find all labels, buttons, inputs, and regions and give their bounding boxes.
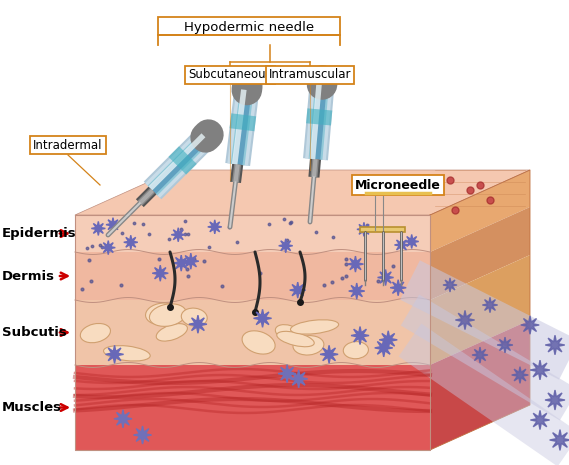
- Polygon shape: [394, 238, 409, 252]
- Polygon shape: [101, 240, 116, 255]
- Polygon shape: [320, 345, 338, 363]
- Text: Intramuscular: Intramuscular: [269, 68, 351, 81]
- Polygon shape: [497, 337, 513, 353]
- Text: Intradermal: Intradermal: [33, 139, 103, 152]
- Polygon shape: [390, 280, 406, 296]
- Polygon shape: [106, 218, 120, 232]
- Polygon shape: [530, 411, 550, 430]
- Text: Hypodermic needle: Hypodermic needle: [184, 20, 314, 33]
- Polygon shape: [348, 256, 364, 272]
- Ellipse shape: [291, 320, 339, 334]
- Bar: [75, 300, 430, 365]
- Text: Microneedle: Microneedle: [355, 179, 441, 192]
- Polygon shape: [290, 370, 308, 388]
- Polygon shape: [530, 360, 550, 380]
- Ellipse shape: [275, 325, 301, 341]
- Text: Dermis: Dermis: [2, 270, 55, 283]
- Ellipse shape: [150, 304, 186, 326]
- Polygon shape: [114, 410, 132, 428]
- Polygon shape: [512, 367, 528, 383]
- Polygon shape: [183, 253, 199, 269]
- Polygon shape: [290, 282, 306, 298]
- Polygon shape: [380, 331, 397, 349]
- Polygon shape: [106, 345, 123, 363]
- Polygon shape: [134, 426, 151, 444]
- Polygon shape: [278, 365, 296, 383]
- Ellipse shape: [104, 345, 150, 361]
- Ellipse shape: [182, 308, 207, 326]
- Text: Muscles: Muscles: [2, 401, 62, 414]
- Polygon shape: [349, 283, 365, 299]
- Polygon shape: [279, 239, 292, 253]
- FancyBboxPatch shape: [158, 17, 340, 35]
- Polygon shape: [378, 270, 394, 286]
- Ellipse shape: [146, 303, 179, 325]
- Polygon shape: [472, 347, 488, 363]
- Text: Subcutis: Subcutis: [2, 326, 67, 339]
- Polygon shape: [152, 265, 168, 281]
- Polygon shape: [171, 228, 185, 242]
- Polygon shape: [124, 235, 138, 249]
- Polygon shape: [430, 170, 530, 252]
- Polygon shape: [400, 260, 569, 379]
- Polygon shape: [405, 234, 419, 248]
- Polygon shape: [430, 255, 530, 365]
- Polygon shape: [399, 324, 569, 465]
- Polygon shape: [75, 170, 530, 215]
- Polygon shape: [483, 297, 498, 312]
- Polygon shape: [208, 220, 222, 234]
- Polygon shape: [173, 255, 189, 271]
- Polygon shape: [401, 294, 569, 420]
- Bar: [75, 252, 430, 300]
- Bar: [75, 215, 430, 252]
- Polygon shape: [455, 311, 475, 330]
- Text: Epidermis: Epidermis: [2, 227, 77, 240]
- Polygon shape: [351, 326, 369, 345]
- Polygon shape: [375, 339, 393, 357]
- Polygon shape: [92, 221, 105, 235]
- Text: Subcutaneous: Subcutaneous: [188, 68, 272, 81]
- Ellipse shape: [80, 324, 110, 343]
- Polygon shape: [254, 309, 271, 327]
- Polygon shape: [430, 320, 530, 450]
- Bar: [75, 365, 430, 450]
- Ellipse shape: [277, 332, 314, 347]
- Ellipse shape: [293, 336, 324, 355]
- Polygon shape: [189, 315, 207, 333]
- Polygon shape: [550, 430, 569, 451]
- Ellipse shape: [242, 331, 275, 354]
- Bar: [360, 227, 405, 232]
- Polygon shape: [430, 207, 530, 300]
- Ellipse shape: [156, 324, 187, 341]
- Polygon shape: [443, 278, 457, 292]
- Polygon shape: [545, 390, 565, 410]
- Polygon shape: [545, 335, 565, 355]
- Polygon shape: [357, 222, 371, 236]
- Polygon shape: [521, 316, 539, 334]
- Ellipse shape: [343, 342, 369, 359]
